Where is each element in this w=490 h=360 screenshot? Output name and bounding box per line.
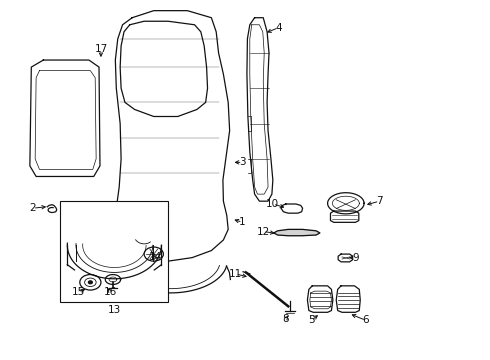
Text: 1: 1 bbox=[239, 217, 246, 227]
Text: 15: 15 bbox=[72, 287, 85, 297]
Text: 2: 2 bbox=[29, 203, 36, 213]
Text: 3: 3 bbox=[239, 157, 246, 167]
Text: 13: 13 bbox=[108, 305, 121, 315]
Text: 8: 8 bbox=[282, 314, 289, 324]
Bar bbox=[60, 201, 168, 302]
Text: 11: 11 bbox=[229, 269, 242, 279]
Text: 4: 4 bbox=[275, 23, 282, 33]
Polygon shape bbox=[274, 229, 320, 236]
Text: 5: 5 bbox=[308, 315, 315, 325]
Text: 9: 9 bbox=[352, 253, 359, 262]
Text: 7: 7 bbox=[376, 196, 383, 206]
Text: 12: 12 bbox=[257, 226, 270, 237]
Circle shape bbox=[89, 281, 92, 284]
Text: 17: 17 bbox=[94, 45, 108, 54]
Text: 6: 6 bbox=[363, 315, 369, 325]
Text: 16: 16 bbox=[104, 287, 117, 297]
Text: 10: 10 bbox=[266, 199, 279, 209]
Text: 14: 14 bbox=[149, 252, 162, 262]
